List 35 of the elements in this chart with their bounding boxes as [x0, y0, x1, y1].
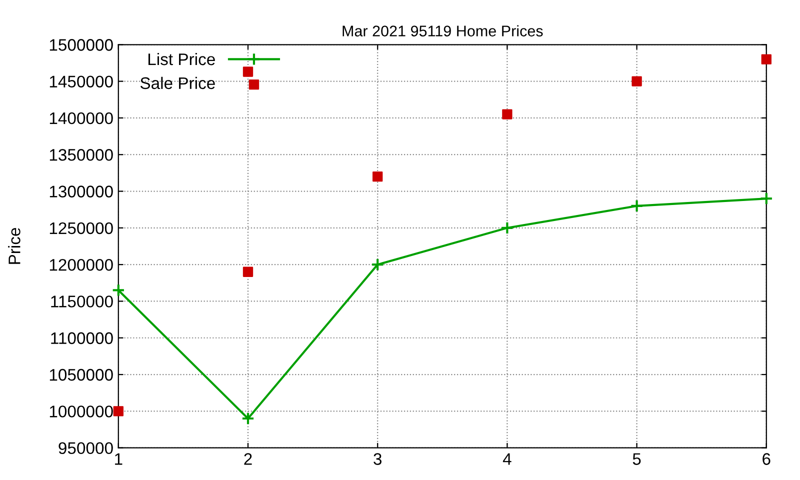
y-tick-label: 1500000 [50, 39, 113, 51]
point [113, 406, 124, 416]
point [242, 266, 254, 277]
point [371, 258, 384, 272]
point [372, 172, 383, 182]
point [241, 412, 255, 426]
chart-title: Mar 2021 95119 Home Prices [342, 25, 543, 36]
y-tick-label: 950000 [58, 442, 113, 454]
point [760, 192, 773, 206]
point [632, 76, 642, 86]
point [242, 66, 254, 77]
y-tick-label: 1400000 [50, 112, 113, 124]
point [630, 199, 644, 213]
x-tick-label: 1 [115, 453, 122, 465]
x-tick-label: 3 [374, 453, 382, 465]
y-tick-label: 1150000 [51, 296, 113, 308]
y-tick-label: 1350000 [50, 149, 113, 161]
y-tick-label: 1200000 [50, 258, 113, 271]
y-tick-label: 1050000 [50, 368, 113, 381]
y-axis-title: Price [8, 228, 20, 264]
y-tick-label: 1450000 [50, 76, 113, 88]
legend-label: List Price [148, 52, 215, 66]
x-tick-label: 2 [244, 453, 252, 465]
y-tick-label: 1000000 [50, 406, 113, 418]
legend-label: Sale Price [140, 76, 215, 90]
x-tick-label: 5 [632, 453, 641, 465]
x-tick-label: 6 [762, 453, 770, 465]
y-tick-label: 1300000 [50, 186, 113, 198]
point [112, 284, 125, 297]
x-tick-label: 4 [502, 453, 512, 465]
point [500, 221, 514, 235]
y-tick-label: 1250000 [50, 222, 113, 234]
y-tick-label: 1100000 [51, 332, 113, 344]
point [502, 109, 512, 120]
point [761, 54, 772, 64]
